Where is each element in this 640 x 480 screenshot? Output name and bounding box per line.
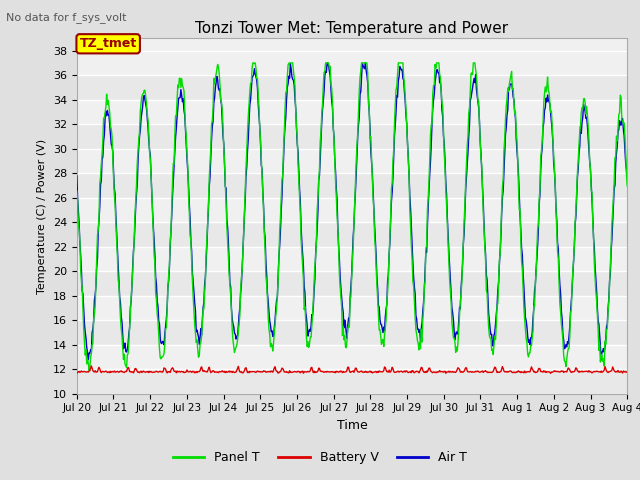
Bar <box>77 149 627 173</box>
Bar <box>77 198 627 222</box>
Bar <box>77 271 627 296</box>
Title: Tonzi Tower Met: Temperature and Power: Tonzi Tower Met: Temperature and Power <box>195 21 509 36</box>
Y-axis label: Temperature (C) / Power (V): Temperature (C) / Power (V) <box>37 138 47 294</box>
Bar <box>77 345 627 369</box>
Bar <box>77 51 627 75</box>
Bar <box>77 320 627 345</box>
Legend: Panel T, Battery V, Air T: Panel T, Battery V, Air T <box>168 446 472 469</box>
Bar <box>77 100 627 124</box>
Bar <box>77 369 627 394</box>
X-axis label: Time: Time <box>337 419 367 432</box>
Text: No data for f_sys_volt: No data for f_sys_volt <box>6 12 127 23</box>
Text: TZ_tmet: TZ_tmet <box>79 37 137 50</box>
Bar <box>77 173 627 198</box>
Bar <box>77 75 627 100</box>
Bar <box>77 296 627 320</box>
Bar <box>77 124 627 149</box>
Bar <box>77 222 627 247</box>
Bar <box>77 247 627 271</box>
